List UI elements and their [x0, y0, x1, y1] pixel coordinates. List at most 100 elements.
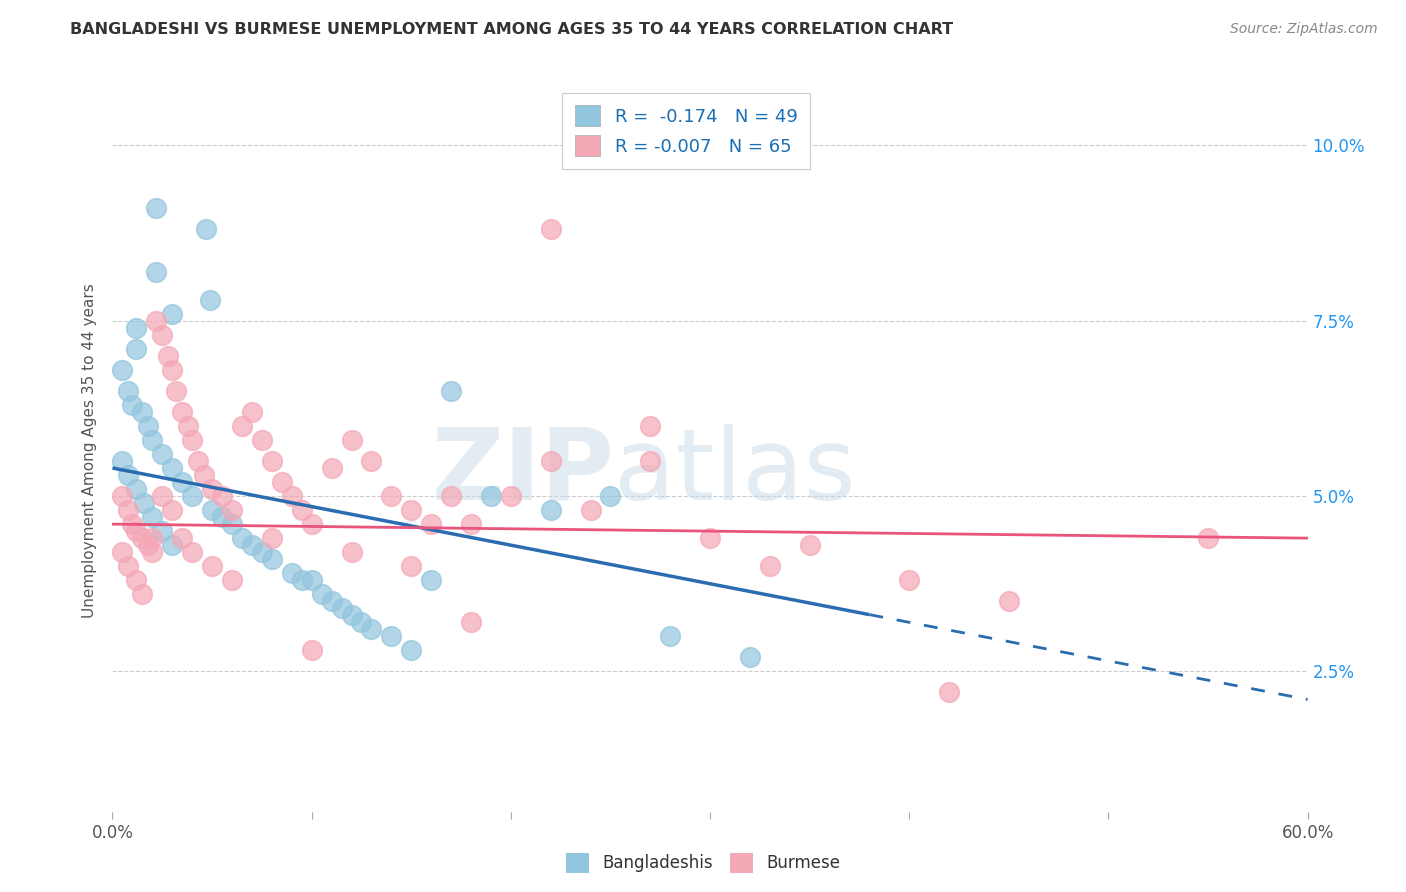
- Text: Source: ZipAtlas.com: Source: ZipAtlas.com: [1230, 22, 1378, 37]
- Point: [211, 510, 233, 524]
- Point: [460, 615, 482, 630]
- Point: [420, 517, 443, 532]
- Text: BANGLADESHI VS BURMESE UNEMPLOYMENT AMONG AGES 35 TO 44 YEARS CORRELATION CHART: BANGLADESHI VS BURMESE UNEMPLOYMENT AMON…: [70, 22, 953, 37]
- Point: [311, 587, 333, 601]
- Point: [659, 629, 682, 643]
- Legend: R =  -0.174   N = 49, R = -0.007   N = 65: R = -0.174 N = 49, R = -0.007 N = 65: [568, 98, 804, 163]
- Point: [201, 482, 224, 496]
- Point: [193, 468, 215, 483]
- Point: [145, 202, 167, 216]
- Point: [301, 573, 323, 587]
- Point: [162, 307, 183, 321]
- Point: [401, 503, 423, 517]
- Point: [440, 489, 463, 503]
- Point: [131, 531, 153, 545]
- Point: [150, 524, 173, 538]
- Point: [938, 685, 960, 699]
- Point: [738, 650, 761, 665]
- Point: [162, 461, 183, 475]
- Point: [181, 433, 204, 447]
- Point: [111, 363, 134, 377]
- Point: [440, 384, 463, 398]
- Point: [340, 608, 363, 623]
- Point: [111, 454, 134, 468]
- Point: [231, 531, 253, 545]
- Point: [240, 538, 263, 552]
- Point: [340, 545, 363, 559]
- Point: [321, 594, 343, 608]
- Point: [360, 623, 382, 637]
- Point: [599, 489, 621, 503]
- Point: [201, 503, 224, 517]
- Point: [125, 482, 148, 496]
- Point: [291, 503, 314, 517]
- Point: [250, 545, 273, 559]
- Point: [301, 517, 323, 532]
- Point: [281, 489, 304, 503]
- Point: [150, 447, 173, 461]
- Point: [138, 538, 160, 552]
- Point: [340, 433, 363, 447]
- Point: [898, 573, 921, 587]
- Point: [181, 545, 204, 559]
- Point: [150, 327, 173, 342]
- Point: [165, 384, 187, 398]
- Point: [125, 320, 148, 334]
- Point: [181, 489, 204, 503]
- Point: [401, 559, 423, 574]
- Point: [479, 489, 502, 503]
- Point: [211, 489, 233, 503]
- Point: [125, 573, 148, 587]
- Point: [145, 264, 167, 278]
- Point: [157, 349, 180, 363]
- Point: [540, 454, 562, 468]
- Point: [221, 503, 243, 517]
- Point: [131, 405, 153, 419]
- Point: [270, 475, 292, 489]
- Point: [759, 559, 782, 574]
- Point: [291, 573, 314, 587]
- Point: [401, 643, 423, 657]
- Point: [162, 503, 183, 517]
- Point: [195, 222, 218, 236]
- Point: [121, 517, 143, 532]
- Point: [540, 503, 562, 517]
- Point: [221, 573, 243, 587]
- Point: [640, 454, 662, 468]
- Point: [187, 454, 209, 468]
- Point: [640, 418, 662, 433]
- Point: [201, 559, 224, 574]
- Point: [117, 503, 139, 517]
- Point: [111, 489, 134, 503]
- Point: [301, 643, 323, 657]
- Y-axis label: Unemployment Among Ages 35 to 44 years: Unemployment Among Ages 35 to 44 years: [82, 283, 97, 618]
- Point: [281, 566, 304, 581]
- Point: [250, 433, 273, 447]
- Point: [360, 454, 382, 468]
- Point: [460, 517, 482, 532]
- Point: [998, 594, 1021, 608]
- Point: [117, 559, 139, 574]
- Point: [117, 468, 139, 483]
- Point: [240, 405, 263, 419]
- Point: [330, 601, 353, 615]
- Point: [125, 342, 148, 356]
- Point: [141, 545, 163, 559]
- Point: [198, 293, 221, 307]
- Point: [111, 545, 134, 559]
- Point: [121, 398, 143, 412]
- Text: atlas: atlas: [614, 424, 856, 521]
- Point: [499, 489, 522, 503]
- Point: [221, 517, 243, 532]
- Point: [177, 418, 200, 433]
- Point: [172, 475, 194, 489]
- Point: [231, 418, 253, 433]
- Point: [260, 454, 283, 468]
- Point: [141, 531, 163, 545]
- Point: [260, 531, 283, 545]
- Point: [172, 405, 194, 419]
- Text: ZIP: ZIP: [432, 424, 614, 521]
- Point: [141, 433, 163, 447]
- Point: [1197, 531, 1219, 545]
- Point: [420, 573, 443, 587]
